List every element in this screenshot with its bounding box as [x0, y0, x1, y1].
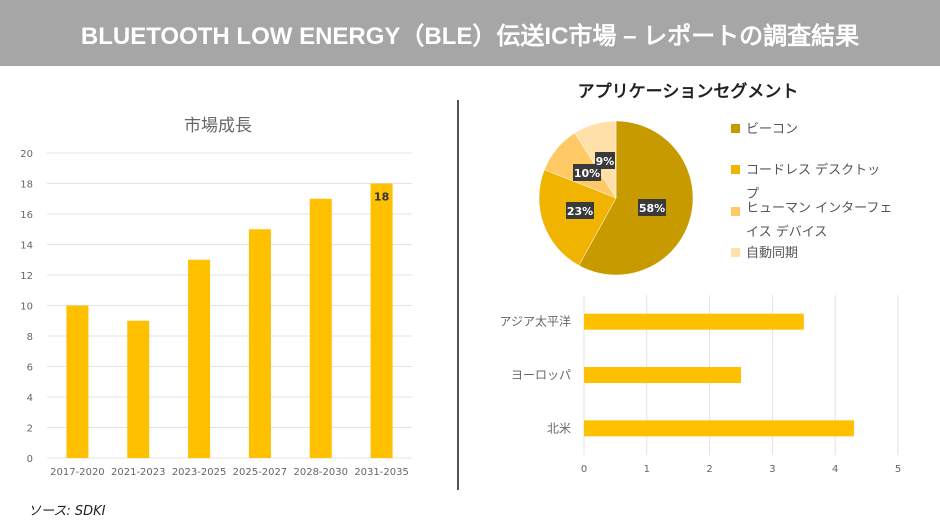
legend-swatch [731, 124, 740, 133]
pie-label: 23% [567, 205, 593, 218]
y-tick-label: 10 [20, 302, 33, 313]
pie-title: アプリケーションセグメント [578, 81, 799, 102]
y-tick-label: 4 [27, 393, 33, 404]
bar-2023-2025 [188, 259, 211, 458]
y-tick-label: 18 [20, 180, 33, 191]
data-label: 18 [374, 191, 389, 204]
pie-label-box [638, 199, 666, 216]
legend-label: 自動同期 [746, 246, 799, 261]
legend-label: ヒューマン インターフェイス デバイス [746, 201, 893, 240]
legend-label: ビーコン [746, 122, 799, 137]
y-tick-label: アジア太平洋 [499, 314, 571, 329]
y-tick-label: 12 [20, 271, 33, 282]
x-tick-label: 2031-2035 [354, 467, 409, 478]
source-note: ソース: SDKI [28, 504, 106, 519]
x-tick-label: 0 [581, 464, 587, 475]
y-tick-label: 14 [20, 241, 33, 252]
legend-swatch [731, 207, 740, 216]
legend-swatch [731, 165, 740, 174]
x-tick-label: 1 [644, 464, 650, 475]
pie-label-box [595, 152, 615, 169]
bar-ヨーロッパ [584, 367, 741, 383]
bar-北米 [584, 420, 855, 437]
bar-アジア太平洋 [584, 313, 804, 330]
bar-2031-2035 [370, 183, 393, 458]
legend-swatch [731, 248, 740, 257]
legend-label: コードレス デスクトップ [746, 163, 881, 202]
x-tick-label: 2025-2027 [233, 467, 288, 478]
x-tick-label: 2 [706, 464, 712, 475]
legend-item-0: ビーコン [731, 122, 798, 138]
legend-item-3: 自動同期 [731, 246, 798, 262]
y-tick-label: 8 [27, 332, 33, 343]
y-tick-label: ヨーロッパ [511, 368, 571, 382]
x-tick-label: 5 [895, 464, 901, 475]
bar-2025-2027 [248, 229, 271, 458]
y-tick-label: 16 [20, 210, 33, 221]
y-tick-label: 北米 [547, 421, 571, 435]
pie-label-box [573, 164, 601, 181]
page-title: BLUETOOTH LOW ENERGY（BLE）伝送IC市場 – レポートの調… [80, 22, 860, 50]
x-tick-label: 2028-2030 [293, 467, 348, 478]
pie-label: 10% [574, 167, 600, 180]
page-header: BLUETOOTH LOW ENERGY（BLE）伝送IC市場 – レポートの調… [0, 0, 940, 66]
y-tick-label: 6 [27, 363, 33, 374]
y-tick-label: 2 [27, 424, 33, 435]
bar-2017-2020 [66, 305, 89, 458]
legend-item-2: ヒューマン インターフェイス デバイス [731, 201, 896, 245]
x-tick-label: 2021-2023 [111, 467, 166, 478]
bar-2028-2030 [309, 198, 332, 458]
divider [457, 100, 459, 490]
pie-label-box [566, 202, 594, 219]
chart-title: 市場成長 [184, 116, 252, 136]
x-tick-label: 4 [832, 464, 838, 475]
legend-item-1: コードレス デスクトップ [731, 163, 886, 207]
x-tick-label: 2017-2020 [50, 467, 105, 478]
pie-label: 9% [596, 155, 615, 168]
pie-slice-0 [578, 120, 694, 276]
y-tick-label: 0 [27, 454, 33, 465]
bar-2021-2023 [127, 320, 150, 458]
y-tick-label: 20 [20, 149, 33, 160]
x-tick-label: 3 [769, 464, 775, 475]
pie-label: 58% [639, 202, 665, 215]
x-tick-label: 2023-2025 [172, 467, 227, 478]
